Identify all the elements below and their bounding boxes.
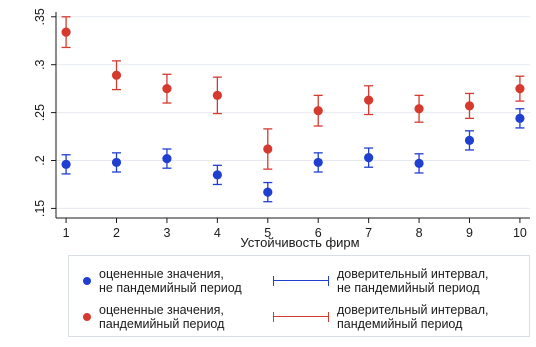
x-tick-label: 10 (513, 226, 527, 240)
axes: .15 .2 .25 .3 .35 1 2 3 4 5 6 7 8 9 10 (33, 8, 530, 240)
grid (56, 16, 530, 209)
data-point (515, 84, 525, 94)
data-point (464, 135, 475, 145)
data-point (61, 159, 71, 169)
y-tick-label: .2 (33, 155, 47, 165)
y-tick-label: .3 (33, 59, 47, 69)
x-tick-label: 7 (365, 226, 372, 240)
legend-marker-red-ci (273, 312, 329, 322)
x-tick-label: 4 (214, 226, 221, 240)
data-point (212, 170, 222, 180)
data-point (263, 187, 273, 197)
x-tick-label: 5 (264, 226, 271, 240)
chart: .15 .2 .25 .3 .35 1 2 3 4 5 6 7 8 9 10 Устойчивость фи… (33, 8, 530, 250)
data-point (162, 153, 172, 164)
data-point (414, 104, 424, 114)
x-tick-label: 3 (163, 226, 170, 240)
y-tick-label: .35 (33, 8, 47, 25)
data-point (212, 90, 222, 100)
data-point (263, 144, 273, 154)
data-point (111, 70, 122, 80)
y-tick-label: .25 (33, 104, 47, 121)
data-point (414, 158, 424, 168)
data-point (364, 95, 374, 105)
legend-label: доверительный интервал, не пандемийный п… (337, 267, 489, 295)
data-point (111, 157, 122, 168)
data-point (313, 106, 323, 116)
legend-item-non-pandemic-estimates: оцененные значения, не пандемийный перио… (83, 267, 242, 295)
x-tick-label: 9 (466, 226, 473, 240)
legend-marker-red-dot (83, 313, 91, 321)
x-tick-label: 1 (63, 226, 70, 240)
x-tick-label: 2 (113, 226, 120, 240)
data-point (464, 101, 475, 111)
data-point (364, 153, 374, 163)
legend: оцененные значения, не пандемийный перио… (68, 255, 530, 337)
legend-item-pandemic-ci: доверительный интервал, пандемийный пери… (273, 303, 489, 331)
y-tick-label: .15 (33, 200, 47, 217)
legend-item-pandemic-estimates: оцененные значения, пандемийный период (83, 303, 224, 331)
x-axis-label: Устойчивость фирм (240, 235, 359, 250)
data-point (61, 27, 71, 37)
legend-marker-blue-dot (83, 277, 91, 285)
data-point (515, 113, 525, 123)
data-point (162, 84, 172, 94)
legend-label: доверительный интервал, пандемийный пери… (337, 303, 489, 331)
x-tick-label: 8 (416, 226, 423, 240)
legend-item-non-pandemic-ci: доверительный интервал, не пандемийный п… (273, 267, 489, 295)
data-point (313, 157, 323, 168)
series (61, 16, 525, 203)
x-tick-label: 6 (315, 226, 322, 240)
legend-marker-blue-ci (273, 276, 329, 286)
legend-label: оцененные значения, пандемийный период (99, 303, 225, 331)
legend-label: оцененные значения, не пандемийный перио… (99, 267, 242, 295)
